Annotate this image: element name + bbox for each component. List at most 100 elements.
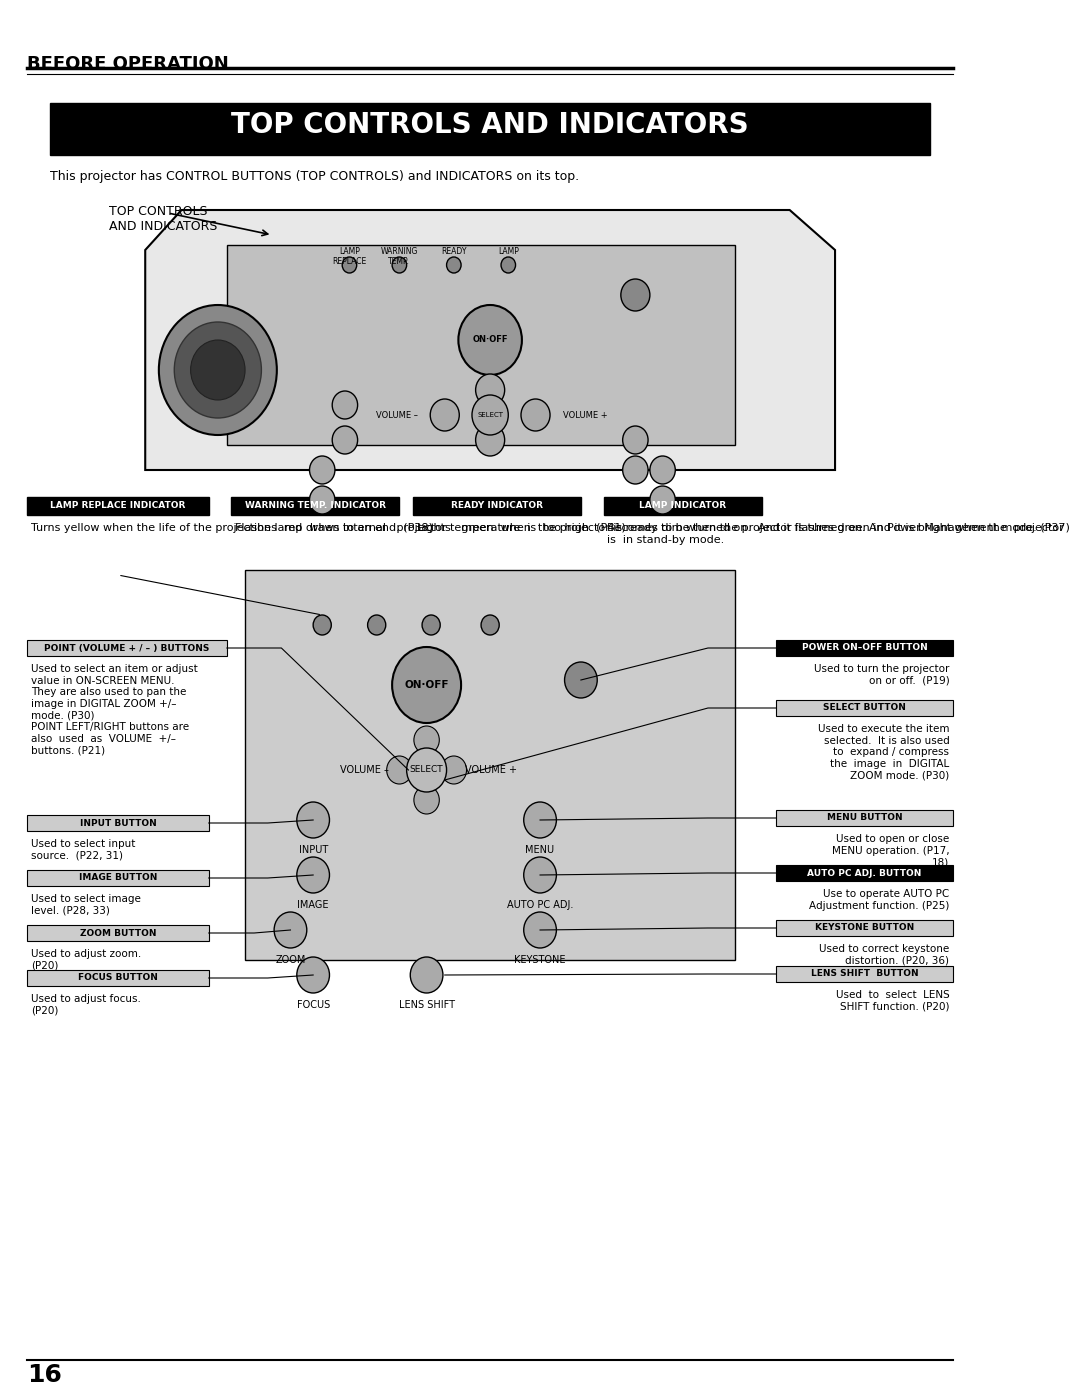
Text: 16: 16 <box>27 1363 63 1387</box>
Text: Used to open or close
MENU operation. (P17,
18): Used to open or close MENU operation. (P… <box>832 834 949 868</box>
Polygon shape <box>145 210 835 469</box>
Text: WARNING TEMP. INDICATOR: WARNING TEMP. INDICATOR <box>245 502 386 510</box>
Text: LAMP INDICATOR: LAMP INDICATOR <box>639 502 727 510</box>
Circle shape <box>407 747 446 792</box>
Text: AUTO PC ADJ.: AUTO PC ADJ. <box>507 900 573 909</box>
Text: This projector has CONTROL BUTTONS (TOP CONTROLS) and INDICATORS on its top.: This projector has CONTROL BUTTONS (TOP … <box>50 170 579 183</box>
Text: Use to operate AUTO PC
Adjustment function. (P25): Use to operate AUTO PC Adjustment functi… <box>809 888 949 911</box>
Circle shape <box>392 257 407 272</box>
Circle shape <box>441 756 467 784</box>
Bar <box>777 640 953 657</box>
Circle shape <box>458 305 522 374</box>
Bar <box>777 965 953 982</box>
Circle shape <box>342 257 356 272</box>
Text: Lights   green  when  the projector is ready to be turned on.  And it flashes gr: Lights green when the projector is ready… <box>417 522 1069 534</box>
Text: Turns yellow when the life of the projection lamp draws to an end. (P38): Turns yellow when the life of the projec… <box>31 522 433 534</box>
Text: TOP CONTROLS
AND INDICATORS: TOP CONTROLS AND INDICATORS <box>109 205 217 233</box>
Circle shape <box>333 426 357 454</box>
Text: Flashes  red  when internal   projector temperature  is  too high. (P41): Flashes red when internal projector temp… <box>235 522 625 534</box>
Bar <box>777 921 953 936</box>
Text: INPUT BUTTON: INPUT BUTTON <box>80 819 157 827</box>
Text: READY: READY <box>441 247 467 256</box>
Circle shape <box>521 400 550 432</box>
Text: SELECT BUTTON: SELECT BUTTON <box>823 704 906 712</box>
Text: Used to select input
source.  (P22, 31): Used to select input source. (P22, 31) <box>31 840 135 861</box>
Text: LAMP REPLACE INDICATOR: LAMP REPLACE INDICATOR <box>51 502 186 510</box>
Circle shape <box>472 395 509 434</box>
Text: FOCUS: FOCUS <box>297 1000 329 1010</box>
Text: WARNING
TEMP.: WARNING TEMP. <box>380 247 418 267</box>
Bar <box>231 497 400 515</box>
Circle shape <box>313 615 332 636</box>
Text: SELECT: SELECT <box>477 412 503 418</box>
Bar <box>27 925 208 942</box>
Text: Used to adjust zoom.
(P20): Used to adjust zoom. (P20) <box>31 949 141 971</box>
Text: LAMP
REPLACE: LAMP REPLACE <box>333 247 366 267</box>
Bar <box>245 570 735 960</box>
Circle shape <box>310 486 335 514</box>
Bar <box>50 103 930 155</box>
Text: Becomes dim when the projector is turned on. And it is bright when the  projecto: Becomes dim when the projector is turned… <box>607 522 1067 545</box>
Text: MENU BUTTON: MENU BUTTON <box>826 813 903 823</box>
Text: Used to select image
level. (P28, 33): Used to select image level. (P28, 33) <box>31 894 140 915</box>
Circle shape <box>297 957 329 993</box>
Bar <box>27 970 208 986</box>
Text: FOCUS BUTTON: FOCUS BUTTON <box>78 974 158 982</box>
Bar <box>604 497 762 515</box>
Circle shape <box>174 321 261 418</box>
Text: Used to execute the item
selected.  It is also used
to  expand / compress
the  i: Used to execute the item selected. It is… <box>818 724 949 781</box>
Circle shape <box>414 726 440 754</box>
Circle shape <box>310 455 335 483</box>
Text: Used to correct keystone
distortion. (P20, 36): Used to correct keystone distortion. (P2… <box>819 944 949 965</box>
Circle shape <box>159 305 276 434</box>
Text: VOLUME –: VOLUME – <box>376 411 418 419</box>
Circle shape <box>422 615 441 636</box>
Circle shape <box>481 615 499 636</box>
Text: POWER ON–OFF BUTTON: POWER ON–OFF BUTTON <box>801 644 928 652</box>
Text: KEYSTONE: KEYSTONE <box>514 956 566 965</box>
Bar <box>27 814 208 831</box>
Circle shape <box>524 802 556 838</box>
Circle shape <box>190 339 245 400</box>
Text: ZOOM: ZOOM <box>275 956 306 965</box>
Circle shape <box>650 455 675 483</box>
Bar <box>227 244 735 446</box>
Bar <box>413 497 581 515</box>
Circle shape <box>414 787 440 814</box>
Circle shape <box>475 374 504 407</box>
Circle shape <box>524 912 556 949</box>
Text: Used to adjust focus.
(P20): Used to adjust focus. (P20) <box>31 995 140 1016</box>
Bar <box>777 700 953 717</box>
Circle shape <box>387 756 413 784</box>
Circle shape <box>565 662 597 698</box>
Circle shape <box>392 647 461 724</box>
Text: LAMP: LAMP <box>498 247 518 256</box>
Text: INPUT: INPUT <box>298 845 327 855</box>
Bar <box>27 497 208 515</box>
Text: ON·OFF: ON·OFF <box>404 680 449 690</box>
Bar <box>27 640 227 657</box>
Circle shape <box>297 802 329 838</box>
Text: LENS SHIFT: LENS SHIFT <box>399 1000 455 1010</box>
Bar <box>777 810 953 826</box>
Text: ON·OFF: ON·OFF <box>472 335 508 345</box>
Circle shape <box>475 425 504 455</box>
Bar <box>777 865 953 882</box>
Circle shape <box>621 279 650 312</box>
Text: Used to turn the projector
on or off.  (P19): Used to turn the projector on or off. (P… <box>814 664 949 686</box>
Text: LENS SHIFT  BUTTON: LENS SHIFT BUTTON <box>811 970 918 978</box>
Text: VOLUME +: VOLUME + <box>464 766 516 775</box>
Text: VOLUME +: VOLUME + <box>563 411 607 419</box>
Circle shape <box>650 486 675 514</box>
Bar <box>27 870 208 886</box>
Text: ZOOM BUTTON: ZOOM BUTTON <box>80 929 157 937</box>
Text: MENU: MENU <box>526 845 555 855</box>
Circle shape <box>623 455 648 483</box>
Circle shape <box>274 912 307 949</box>
Circle shape <box>623 426 648 454</box>
Circle shape <box>367 615 386 636</box>
Circle shape <box>446 257 461 272</box>
Text: Used  to  select  LENS
SHIFT function. (P20): Used to select LENS SHIFT function. (P20… <box>836 990 949 1011</box>
Circle shape <box>410 957 443 993</box>
Text: READY INDICATOR: READY INDICATOR <box>451 502 543 510</box>
